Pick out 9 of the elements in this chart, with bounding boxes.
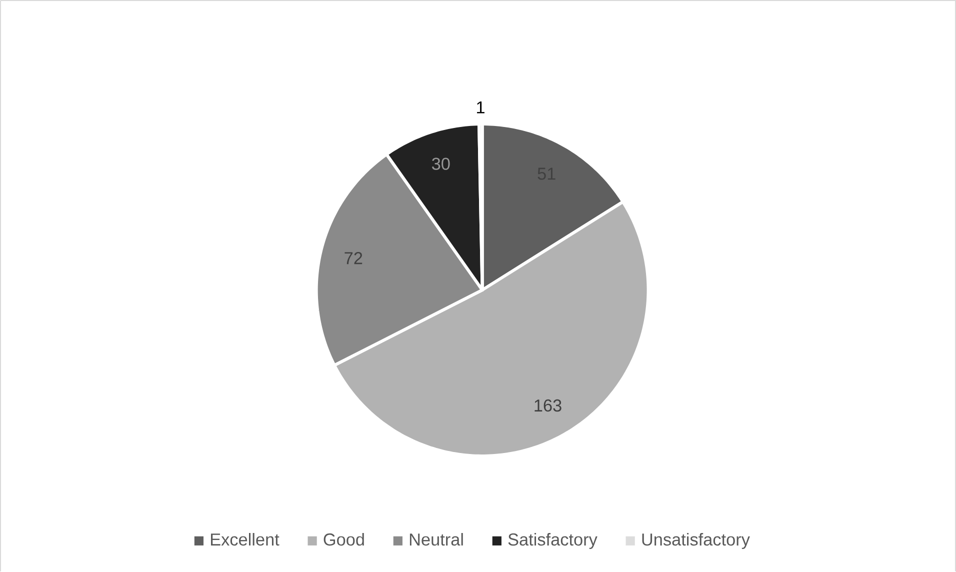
legend-label: Satisfactory [508, 533, 598, 550]
legend-label: Unsatisfactory [642, 533, 750, 550]
legend-label: Neutral [410, 533, 463, 546]
data-label: 163 [534, 400, 562, 412]
legend-label: Good [324, 533, 364, 546]
data-label: 1 [477, 102, 484, 114]
data-label: 72 [344, 252, 362, 264]
legend-label: Excellent [210, 533, 280, 546]
data-label: 30 [432, 158, 450, 170]
